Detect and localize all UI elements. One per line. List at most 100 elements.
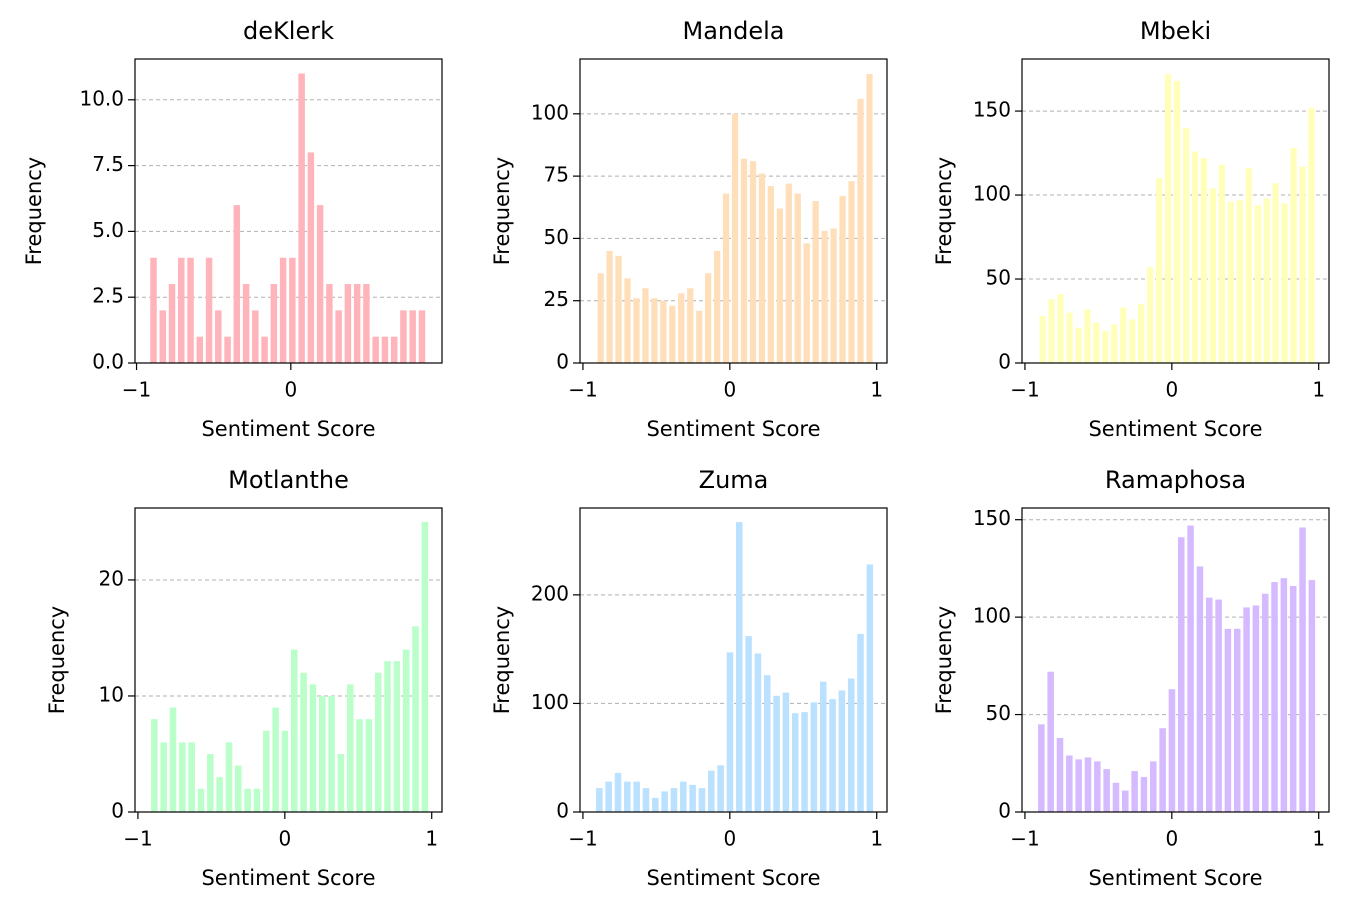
chart-title: deKlerk (243, 17, 334, 45)
bar (151, 719, 158, 812)
bar (782, 692, 790, 812)
bar (1057, 294, 1064, 363)
y-tick-label: 150 (973, 98, 1011, 122)
bar (1120, 307, 1127, 363)
y-tick-label: 150 (973, 506, 1011, 530)
y-axis-label: Frequency (490, 157, 514, 266)
bar (272, 707, 279, 812)
bar (1299, 527, 1306, 812)
bar (1200, 158, 1208, 363)
x-tick-label: 0 (723, 378, 736, 402)
bar (803, 243, 810, 363)
x-tick-label: 0 (1165, 827, 1178, 851)
bar (669, 305, 676, 363)
bar (661, 791, 668, 812)
y-axis-label: Frequency (45, 606, 69, 715)
bar (1245, 168, 1252, 363)
bar (767, 186, 775, 363)
bar (1173, 80, 1181, 363)
bar (224, 336, 231, 363)
bar (821, 230, 828, 363)
bar (318, 695, 326, 812)
bar (1075, 759, 1082, 812)
bar (1233, 628, 1241, 812)
bar (745, 636, 752, 812)
bar (812, 201, 819, 363)
bar (197, 788, 205, 812)
bar (776, 208, 783, 363)
bar (1224, 628, 1232, 812)
bar (412, 626, 419, 812)
bar (847, 678, 855, 812)
chart-title: Motlanthe (228, 466, 349, 494)
bar (160, 742, 167, 812)
y-tick-label: 50 (986, 266, 1011, 290)
bar (1261, 593, 1269, 812)
y-tick-label: 10.0 (79, 86, 124, 110)
bar (421, 521, 429, 812)
y-tick-label: 0 (556, 350, 569, 374)
bar (1263, 198, 1270, 363)
bar (731, 113, 739, 363)
bar (1281, 203, 1288, 363)
bar (1168, 689, 1176, 812)
chart-title: Mbeki (1140, 17, 1211, 45)
bar (736, 522, 743, 812)
bar (178, 257, 185, 363)
bar (785, 183, 792, 363)
axes-frame (579, 58, 888, 364)
chart-title: Mandela (683, 17, 785, 45)
bar (1084, 757, 1092, 812)
y-axis-label: Frequency (932, 606, 956, 715)
bar (235, 765, 242, 812)
y-tick-label: 7.5 (92, 152, 124, 176)
bar (400, 310, 407, 363)
bar (169, 707, 177, 812)
bar (372, 336, 379, 363)
x-tick-label: −1 (568, 827, 597, 851)
bar (1048, 299, 1055, 363)
bar (1243, 607, 1250, 812)
y-tick-label: 2.5 (92, 284, 124, 308)
bar (1056, 737, 1064, 812)
y-tick-label: 25 (544, 287, 569, 311)
bar (196, 336, 204, 363)
bar (838, 690, 846, 812)
bar (363, 284, 370, 363)
bar (225, 742, 233, 812)
bar (289, 257, 296, 363)
bar (279, 257, 287, 363)
bar (698, 788, 706, 812)
y-tick-label: 0 (111, 799, 124, 823)
bar (1150, 761, 1157, 812)
bar (1138, 304, 1145, 363)
bar (207, 753, 214, 812)
x-tick-label: −1 (1010, 378, 1039, 402)
bar (187, 257, 194, 363)
bar (1205, 597, 1213, 812)
bar (179, 742, 186, 812)
bar (1147, 267, 1154, 363)
bar (252, 310, 259, 363)
axes-frame (1021, 58, 1330, 364)
x-tick-label: 0 (278, 827, 291, 851)
chart-title: Ramaphosa (1105, 466, 1246, 494)
bar (346, 684, 354, 812)
bar (1112, 782, 1120, 812)
bar (1289, 585, 1297, 812)
bar (1252, 605, 1260, 812)
bar (159, 310, 167, 363)
x-tick-label: 1 (870, 378, 883, 402)
bar (1290, 148, 1297, 363)
bar (1218, 164, 1225, 363)
bar (353, 284, 361, 363)
bar (740, 158, 748, 363)
bar (298, 73, 305, 363)
bar (810, 702, 818, 812)
bar (337, 753, 345, 812)
bar (1047, 671, 1054, 812)
bar (642, 788, 650, 812)
bar (1187, 525, 1194, 812)
bar (819, 681, 827, 812)
